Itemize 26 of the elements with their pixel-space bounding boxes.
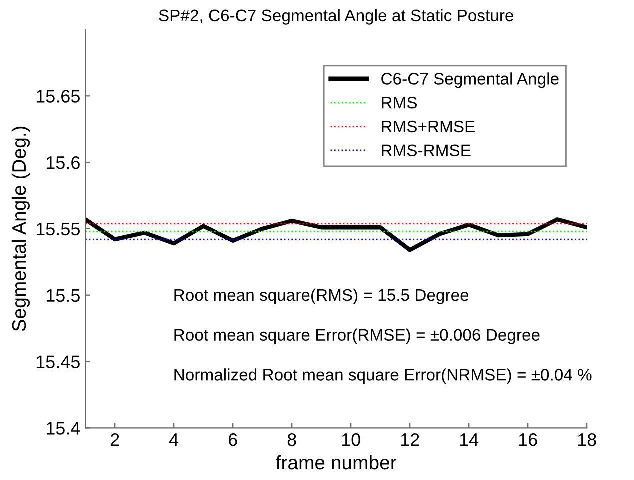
legend-label: C6-C7 Segmental Angle xyxy=(382,72,559,88)
x-tick-label: 8 xyxy=(288,434,296,446)
line-series xyxy=(86,218,588,252)
annotation: Root mean square(RMS) = 15.5 Degree xyxy=(174,288,469,304)
legend-label: RMS-RMSE xyxy=(382,144,471,156)
x-tick-label: 14 xyxy=(460,434,479,446)
x-tick-label: 2 xyxy=(110,434,120,446)
x-tick-label: 16 xyxy=(519,434,538,446)
y-tick-label: 15.45 xyxy=(36,356,80,368)
legend-label: RMS xyxy=(382,96,418,109)
annotation: Root mean square Error(RMSE) = ±0.006 Degree xyxy=(174,328,540,344)
chart-title: SP#2, C6-C7 Segmental Angle at Static Posture xyxy=(159,9,514,25)
x-tick-label: 18 xyxy=(578,434,596,446)
y-tick-label: 15.6 xyxy=(46,156,80,170)
y-tick-label: 15.65 xyxy=(36,90,80,103)
annotation: Normalized Root mean square Error(NRMSE) = ±0.04 % xyxy=(174,368,592,384)
x-tick-label: 6 xyxy=(228,434,238,446)
y-axis-title: Segmental Angle (Deg.) xyxy=(12,126,30,332)
y-tick-label: 15.55 xyxy=(36,223,80,236)
y-tick-label: 15.4 xyxy=(46,422,80,435)
x-tick-label: 10 xyxy=(342,434,360,446)
x-tick-label: 4 xyxy=(169,434,179,446)
x-tick-label: 12 xyxy=(401,434,420,446)
y-tick-label: 15.5 xyxy=(46,289,80,302)
legend-label: RMS+RMSE xyxy=(382,120,475,133)
x-axis-title: frame number xyxy=(276,455,397,470)
